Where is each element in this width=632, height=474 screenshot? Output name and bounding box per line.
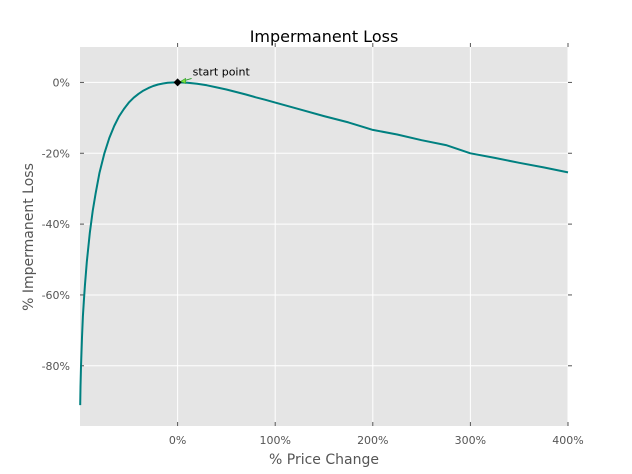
y-tick-label: -20% (42, 147, 70, 160)
axis-ticks: 0% 100% 200% 300% 400% 0% -20% -40% -60% -80% (42, 43, 584, 447)
y-tick-label: -60% (42, 289, 70, 302)
series-layer (79, 81, 569, 406)
y-axis-title: % Impermanent Loss (21, 163, 37, 311)
plot-area (80, 47, 568, 426)
chart-title: Impermanent Loss (250, 27, 399, 46)
grid-lines (80, 47, 569, 426)
y-tick-label: 0% (53, 76, 70, 89)
x-tick-label: 400% (552, 434, 583, 447)
y-tick-label: -40% (42, 218, 70, 231)
x-tick-label: 200% (357, 434, 388, 447)
annotation-label: start point (193, 65, 251, 78)
start-point-marker (173, 78, 182, 87)
x-tick-label: 300% (455, 434, 486, 447)
series-line (79, 81, 569, 406)
y-tick-label: -80% (42, 360, 70, 373)
x-axis-title: % Price Change (269, 452, 379, 468)
annotation-arrowhead (179, 77, 186, 84)
x-tick-label: 0% (169, 434, 186, 447)
x-tick-label: 100% (259, 434, 290, 447)
annotation-layer: start point (173, 65, 251, 87)
